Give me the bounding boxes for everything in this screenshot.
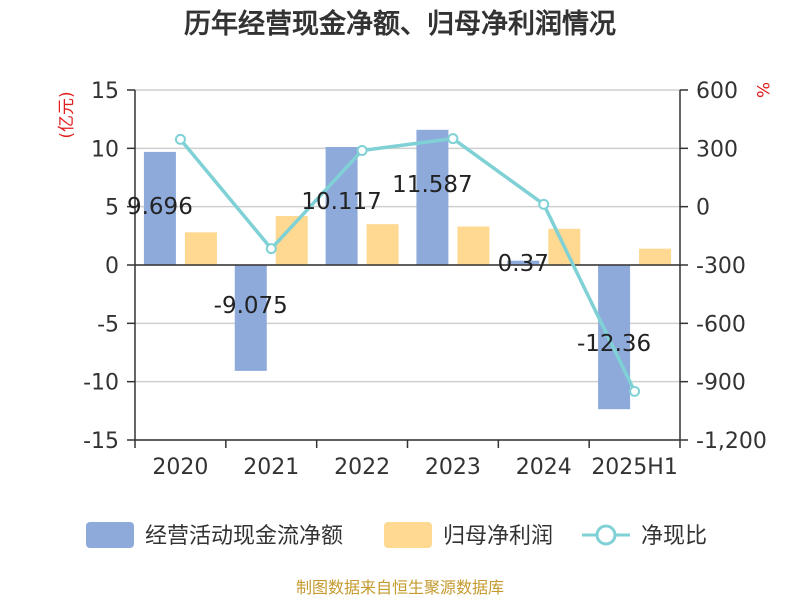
bar-profit <box>184 232 217 265</box>
bar-cashflow <box>234 265 267 371</box>
ratio-line <box>174 133 641 397</box>
legend-swatch-profit <box>384 522 432 548</box>
x-tick-label: 2023 <box>425 455 481 480</box>
right-tick-label: 600 <box>696 79 738 104</box>
legend: 经营活动现金流净额 归母净利润 净现比 <box>86 522 707 549</box>
left-tick-label: -5 <box>97 312 119 337</box>
data-label-cashflow: 10.117 <box>301 189 381 215</box>
ratio-line-path <box>179 136 637 393</box>
legend-label-cashflow: 经营活动现金流净额 <box>145 524 343 549</box>
right-tick-label: -600 <box>696 312 746 337</box>
right-tick-label: -300 <box>696 254 746 279</box>
x-tick-label: 2025H1 <box>591 455 678 480</box>
bar-profit <box>366 224 399 265</box>
x-tick-label: 2021 <box>243 455 299 480</box>
ratio-point <box>629 385 641 397</box>
data-label-cashflow: 11.587 <box>392 172 472 198</box>
bar-cashflow <box>598 265 631 410</box>
bar-cashflow <box>143 151 176 265</box>
bars <box>143 129 672 410</box>
legend-marker-ratio <box>595 524 617 546</box>
left-tick-label: -10 <box>83 371 119 396</box>
left-tick-label: -15 <box>83 429 119 454</box>
bar-cashflow <box>507 260 540 265</box>
right-axis-unit: % <box>752 82 772 98</box>
ratio-point <box>538 198 550 210</box>
left-tick-label: 0 <box>105 254 119 279</box>
x-tick-label: 2024 <box>516 455 572 480</box>
x-tick-label: 2022 <box>334 455 390 480</box>
data-labels: 9.696 -9.075 10.117 11.587 0.37 -12.36 <box>127 172 651 357</box>
chart-title: 历年经营现金净额、归母净利润情况 <box>184 8 616 40</box>
left-tick-label: 15 <box>91 79 119 104</box>
x-tick-label: 2020 <box>152 455 208 480</box>
data-label-cashflow: 0.37 <box>498 251 549 277</box>
legend-label-profit: 归母净利润 <box>443 524 553 549</box>
bar-cashflow <box>325 146 358 265</box>
right-tick-label: 0 <box>696 196 710 221</box>
ratio-point <box>174 133 186 145</box>
ratio-point <box>447 133 459 145</box>
data-label-cashflow: 9.696 <box>127 194 193 220</box>
data-label-cashflow: -9.075 <box>214 293 288 319</box>
right-tick-label: 300 <box>696 137 738 162</box>
legend-label-ratio: 净现比 <box>641 524 707 549</box>
right-tick-label: -1,200 <box>696 429 767 454</box>
axes: 15 10 5 0 -5 -10 -15 600 300 0 -300 -600 -900 -1,200 2… <box>83 79 767 480</box>
bar-profit <box>639 248 672 265</box>
left-tick-label: 10 <box>91 137 119 162</box>
data-label-cashflow: -12.36 <box>577 331 651 357</box>
right-tick-label: -900 <box>696 371 746 396</box>
bar-profit <box>457 226 490 265</box>
bar-cashflow <box>416 129 449 265</box>
ratio-point <box>265 243 277 255</box>
legend-swatch-cashflow <box>86 522 134 548</box>
source-note: 制图数据来自恒生聚源数据库 <box>296 578 504 597</box>
ratio-point <box>356 144 368 156</box>
left-tick-label: 5 <box>105 196 119 221</box>
left-axis-unit: (亿元) <box>57 91 77 138</box>
